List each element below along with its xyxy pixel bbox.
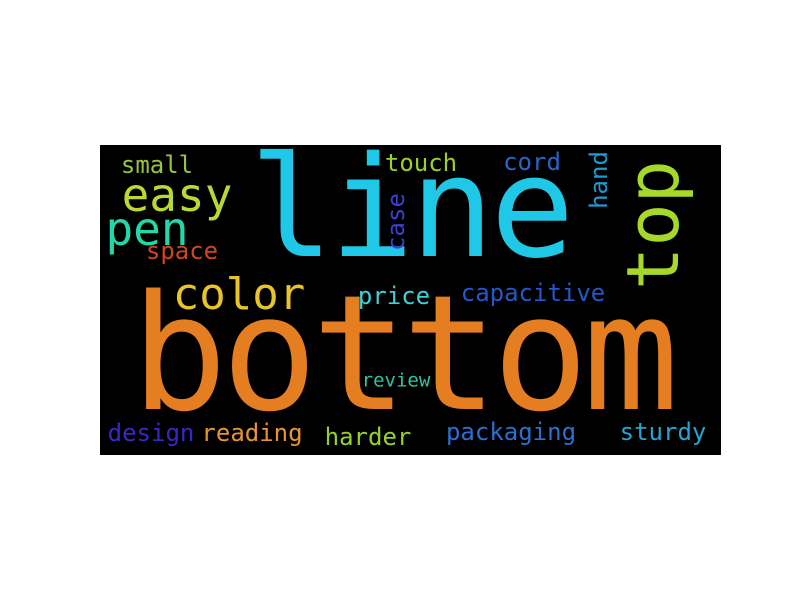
word-cloud: line bottom top easy pen color small tou… (100, 145, 721, 455)
word-space: space (145, 237, 219, 265)
word-sturdy: sturdy (619, 418, 707, 446)
word-line: line (249, 145, 574, 290)
word-hand: hand (585, 151, 613, 209)
word-top: top (611, 159, 695, 291)
word-price: price (357, 282, 431, 310)
word-capacitive: capacitive (460, 279, 606, 307)
word-cord: cord (503, 148, 561, 176)
word-color: color (172, 269, 306, 320)
word-review: review (361, 369, 431, 392)
word-design: design (107, 419, 195, 447)
word-easy: easy (121, 168, 233, 222)
word-touch: touch (384, 149, 458, 177)
word-bottom: bottom (131, 260, 679, 447)
word-packaging: packaging (445, 418, 577, 446)
word-pen: pen (105, 202, 189, 256)
word-harder: harder (324, 423, 412, 451)
word-reading: reading (201, 419, 303, 447)
word-case: case (382, 193, 410, 251)
word-small: small (120, 151, 194, 179)
